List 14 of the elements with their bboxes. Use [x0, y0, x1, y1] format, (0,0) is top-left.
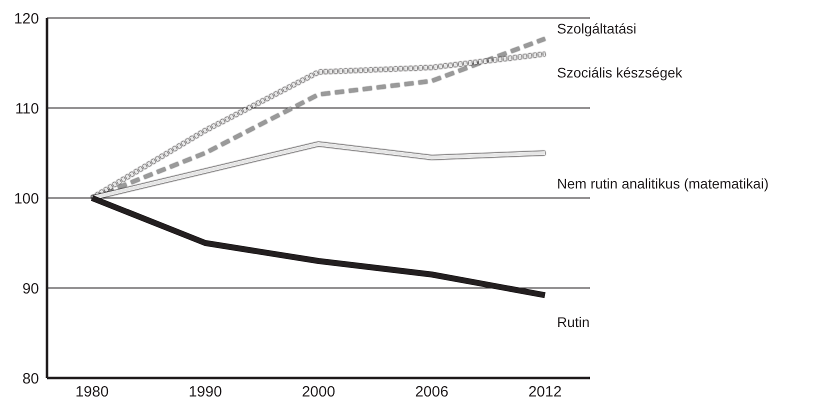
- y-tick-label: 110: [15, 100, 39, 118]
- series-label: Nem rutin analitikus (matematikai): [557, 176, 769, 192]
- x-tick-label: 2012: [528, 384, 562, 401]
- series-label: Rutin: [557, 314, 590, 330]
- series-label: Szociális készségek: [557, 64, 684, 81]
- y-tick-label: 100: [14, 190, 39, 208]
- y-tick-label: 80: [22, 370, 39, 388]
- y-tick-label: 120: [14, 10, 39, 28]
- y-tick-label: 90: [22, 280, 39, 298]
- series-label: Szolgáltatási: [557, 20, 636, 36]
- x-tick-label: 2000: [302, 384, 336, 401]
- x-tick-label: 2006: [415, 384, 448, 401]
- x-tick-label: 1980: [75, 384, 109, 401]
- x-tick-label: 1990: [188, 384, 222, 401]
